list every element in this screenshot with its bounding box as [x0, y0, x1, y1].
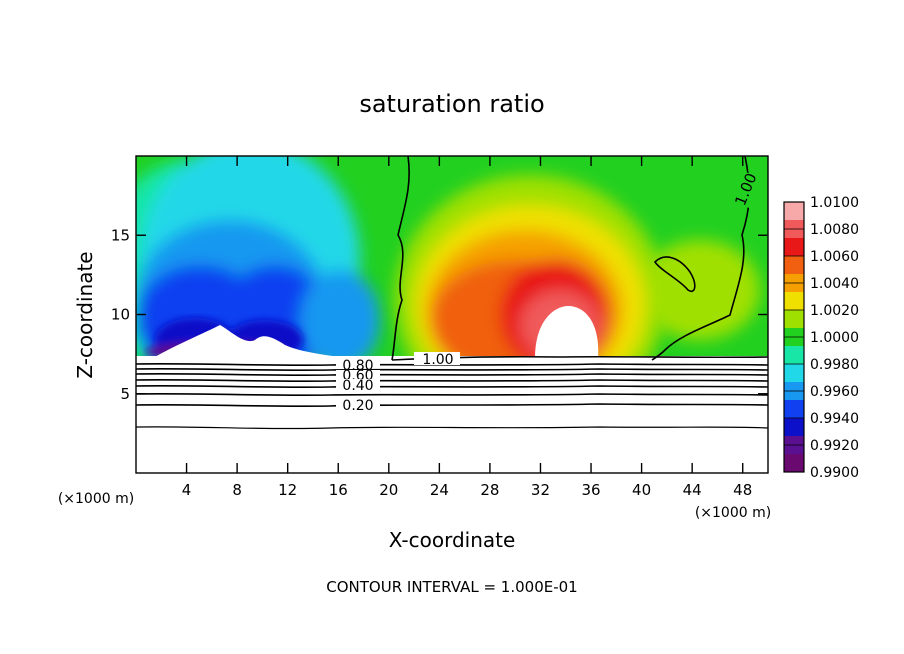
colorbar: 1.0100 1.0080 1.0060 1.0040 1.0020 1.0000 0.99… [783, 195, 859, 481]
x-tick-label: 8 [232, 481, 242, 499]
contour-island [653, 256, 696, 292]
colorbar-label: 0.9940 [810, 411, 859, 427]
contour-interval-note: CONTOUR INTERVAL = 1.000E-01 [326, 578, 577, 596]
colorbar-label: 1.0000 [810, 330, 859, 346]
x-axis-label: X-coordinate [389, 528, 516, 552]
colorbar-swatch [784, 256, 804, 275]
contours [136, 156, 768, 430]
x-unit-label-left: (×1000 m) [58, 491, 134, 507]
x-tick-label: 28 [480, 481, 499, 499]
colorbar-swatch [784, 418, 804, 437]
x-tick-label: 44 [683, 481, 702, 499]
colorbar-label: 1.0040 [810, 276, 859, 292]
x-tick-label: 12 [278, 481, 297, 499]
colorbar-label: 0.9980 [810, 357, 859, 373]
saturation-field [136, 156, 768, 359]
contour-line-1.00 [391, 156, 410, 361]
contour-line-1.00-right [651, 156, 751, 361]
chart-title: saturation ratio [359, 90, 544, 118]
colorbar-swatch [784, 238, 804, 257]
contour-label: 0.40 [342, 378, 373, 394]
contour-label: 1.00 [422, 352, 453, 368]
x-axis: 4 8 12 16 20 24 28 32 36 40 44 48 [182, 156, 752, 499]
colorbar-swatch [784, 364, 804, 383]
contour-labels: 1.00 1.00 0.80 0.60 0.40 0.20 [336, 169, 763, 414]
colorbar-label: 1.0020 [810, 303, 859, 319]
colorbar-swatch [784, 400, 804, 419]
colorbar-label: 0.9900 [810, 465, 859, 481]
y-tick-label: 5 [120, 385, 130, 403]
colorbar-label: 1.0100 [810, 195, 859, 211]
x-tick-label: 40 [632, 481, 651, 499]
x-tick-label: 36 [581, 481, 600, 499]
x-tick-label: 20 [379, 481, 398, 499]
x-tick-label: 32 [531, 481, 550, 499]
x-tick-label: 16 [329, 481, 348, 499]
x-tick-label: 48 [733, 481, 752, 499]
y-tick-label: 10 [111, 306, 130, 324]
colorbar-label: 1.0060 [810, 249, 859, 265]
colorbar-swatch [784, 292, 804, 311]
y-axis: 5 10 15 [111, 226, 768, 403]
contour-label: 0.20 [342, 398, 373, 414]
x-tick-label: 24 [430, 481, 449, 499]
colorbar-label: 0.9960 [810, 384, 859, 400]
colorbar-swatch [784, 346, 804, 365]
colorbar-label: 1.0080 [810, 222, 859, 238]
colorbar-label: 0.9920 [810, 438, 859, 454]
y-tick-label: 15 [111, 226, 130, 244]
colorbar-swatch [784, 310, 804, 329]
colorbar-swatch [784, 202, 804, 221]
colorbar-swatch [784, 454, 804, 473]
x-unit-label-right: (×1000 m) [695, 505, 771, 521]
y-axis-label: Z-coordinate [73, 251, 97, 378]
x-tick-label: 4 [182, 481, 192, 499]
